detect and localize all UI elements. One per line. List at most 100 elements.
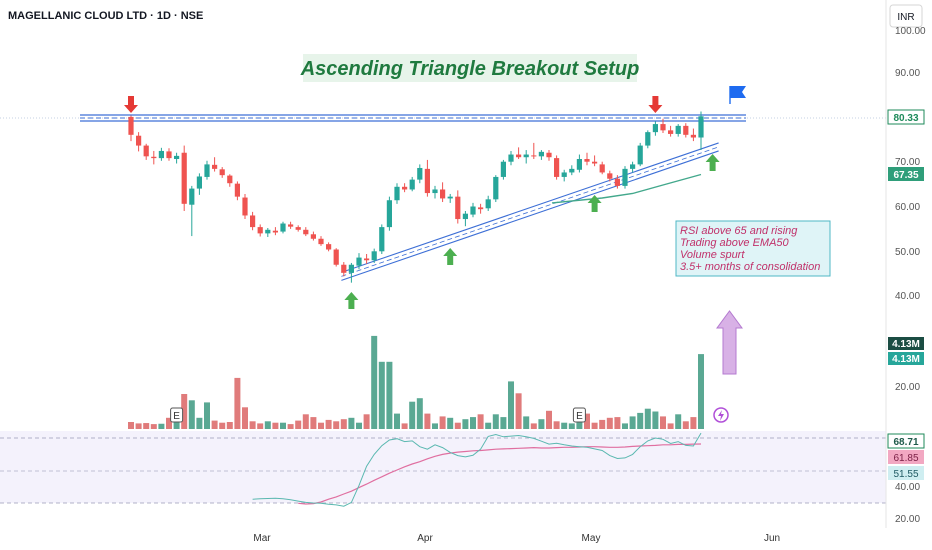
- volume-bar: [196, 417, 203, 429]
- price-tick: 60.00: [895, 202, 920, 213]
- candle: [683, 123, 689, 138]
- volume-bar: [264, 421, 271, 429]
- volume-bar: [226, 422, 233, 429]
- candle: [371, 248, 377, 263]
- volume-bar: [295, 420, 302, 429]
- candle: [364, 253, 370, 264]
- volume-bar: [409, 401, 416, 429]
- volume-bar: [492, 414, 499, 429]
- resistance-channel: [80, 114, 746, 122]
- note-line: Volume spurt: [680, 249, 745, 261]
- volume-bar: [378, 361, 385, 429]
- candle: [227, 174, 233, 187]
- candle: [196, 173, 202, 195]
- ema50-label: 67.35: [893, 170, 918, 181]
- volume-bar: [424, 413, 431, 429]
- candle: [143, 143, 149, 160]
- arrow-up-icon: [587, 195, 602, 212]
- candle: [288, 221, 294, 229]
- volume-bar: [257, 423, 264, 429]
- price-tick: 100.00: [895, 26, 926, 37]
- volume-bar: [280, 422, 286, 429]
- candle: [675, 124, 681, 137]
- candle: [485, 195, 491, 211]
- currency-button[interactable]: INR: [889, 4, 923, 28]
- candle: [394, 183, 400, 204]
- volume-bar: [485, 422, 492, 429]
- volume-bar: [234, 377, 241, 429]
- candle: [478, 203, 484, 214]
- candle: [645, 130, 651, 149]
- symbol-title[interactable]: MAGELLANIC CLOUD LTD · 1D · NSE: [8, 10, 203, 22]
- volume-bar: [538, 419, 545, 429]
- price-axis[interactable]: 100.00 90.00 70.00 60.00 50.00 40.00 80.…: [887, 26, 926, 302]
- candle: [660, 118, 666, 134]
- candle: [257, 224, 263, 237]
- candle: [234, 181, 240, 201]
- candle: [295, 225, 301, 232]
- volume-bar: [318, 422, 324, 429]
- price-tick: 70.00: [895, 157, 920, 168]
- volume-bar: [675, 414, 682, 429]
- candle: [516, 147, 522, 160]
- volume-bar: [508, 381, 514, 429]
- time-axis[interactable]: Mar Apr May Jun: [253, 533, 780, 544]
- candle: [508, 150, 514, 166]
- candle: [219, 167, 225, 178]
- volume-bar: [287, 424, 294, 429]
- x-tick-label: Jun: [764, 533, 780, 544]
- earnings-icon[interactable]: E: [170, 407, 184, 423]
- candle: [265, 228, 271, 237]
- candle: [690, 128, 696, 142]
- candle: [174, 152, 180, 164]
- x-tick-label: Apr: [417, 533, 433, 544]
- candle: [584, 152, 590, 166]
- candle: [348, 262, 354, 283]
- note-line: 3.5+ months of consolidation: [680, 261, 820, 273]
- candle: [569, 165, 575, 176]
- volume-bar: [568, 423, 575, 429]
- volume-bar: [325, 419, 332, 429]
- volume-bar: [561, 422, 568, 429]
- volume-bar: [477, 414, 484, 429]
- volume-bar: [356, 422, 362, 429]
- candle: [158, 147, 164, 161]
- volume-bar: [158, 423, 165, 429]
- volume-bar: [698, 354, 704, 429]
- volume-bar: [515, 393, 522, 429]
- price-tick: 90.00: [895, 68, 920, 79]
- earnings-icon[interactable]: E: [572, 407, 586, 423]
- volume-bar: [249, 421, 256, 429]
- volume-bar: [128, 422, 134, 429]
- currency-label: INR: [897, 12, 914, 23]
- volume-bar: [622, 423, 628, 429]
- volume-bar: [576, 419, 583, 429]
- rsi-ma-line: [298, 443, 702, 505]
- volume-tick: 20.00: [895, 382, 920, 393]
- volume-bar: [333, 421, 340, 429]
- arrow-up-icon: [443, 248, 458, 265]
- rsi-ma-label: 61.85: [893, 453, 918, 464]
- volume-spurt-arrow: [716, 310, 743, 375]
- candle: [698, 111, 704, 151]
- volume-bar: [606, 417, 613, 429]
- candle: [128, 115, 134, 142]
- pattern-markers: [124, 96, 720, 309]
- rsi-level-label: 51.55: [893, 469, 918, 480]
- x-tick-label: Mar: [253, 533, 271, 544]
- candle: [652, 121, 658, 136]
- volume-bar: [599, 419, 606, 429]
- volume-bar: [401, 423, 408, 429]
- volume-bar: [135, 423, 142, 429]
- volume-bar: [652, 411, 659, 429]
- arrow-down-icon: [648, 96, 663, 113]
- volume-bar: [204, 402, 210, 429]
- candle: [607, 170, 613, 182]
- volume-bar: [591, 422, 598, 429]
- alert-icon[interactable]: [713, 407, 729, 423]
- candle: [333, 248, 339, 267]
- price-candles: [128, 111, 704, 283]
- volume-bar: [462, 419, 469, 429]
- volume-bar: [637, 412, 644, 429]
